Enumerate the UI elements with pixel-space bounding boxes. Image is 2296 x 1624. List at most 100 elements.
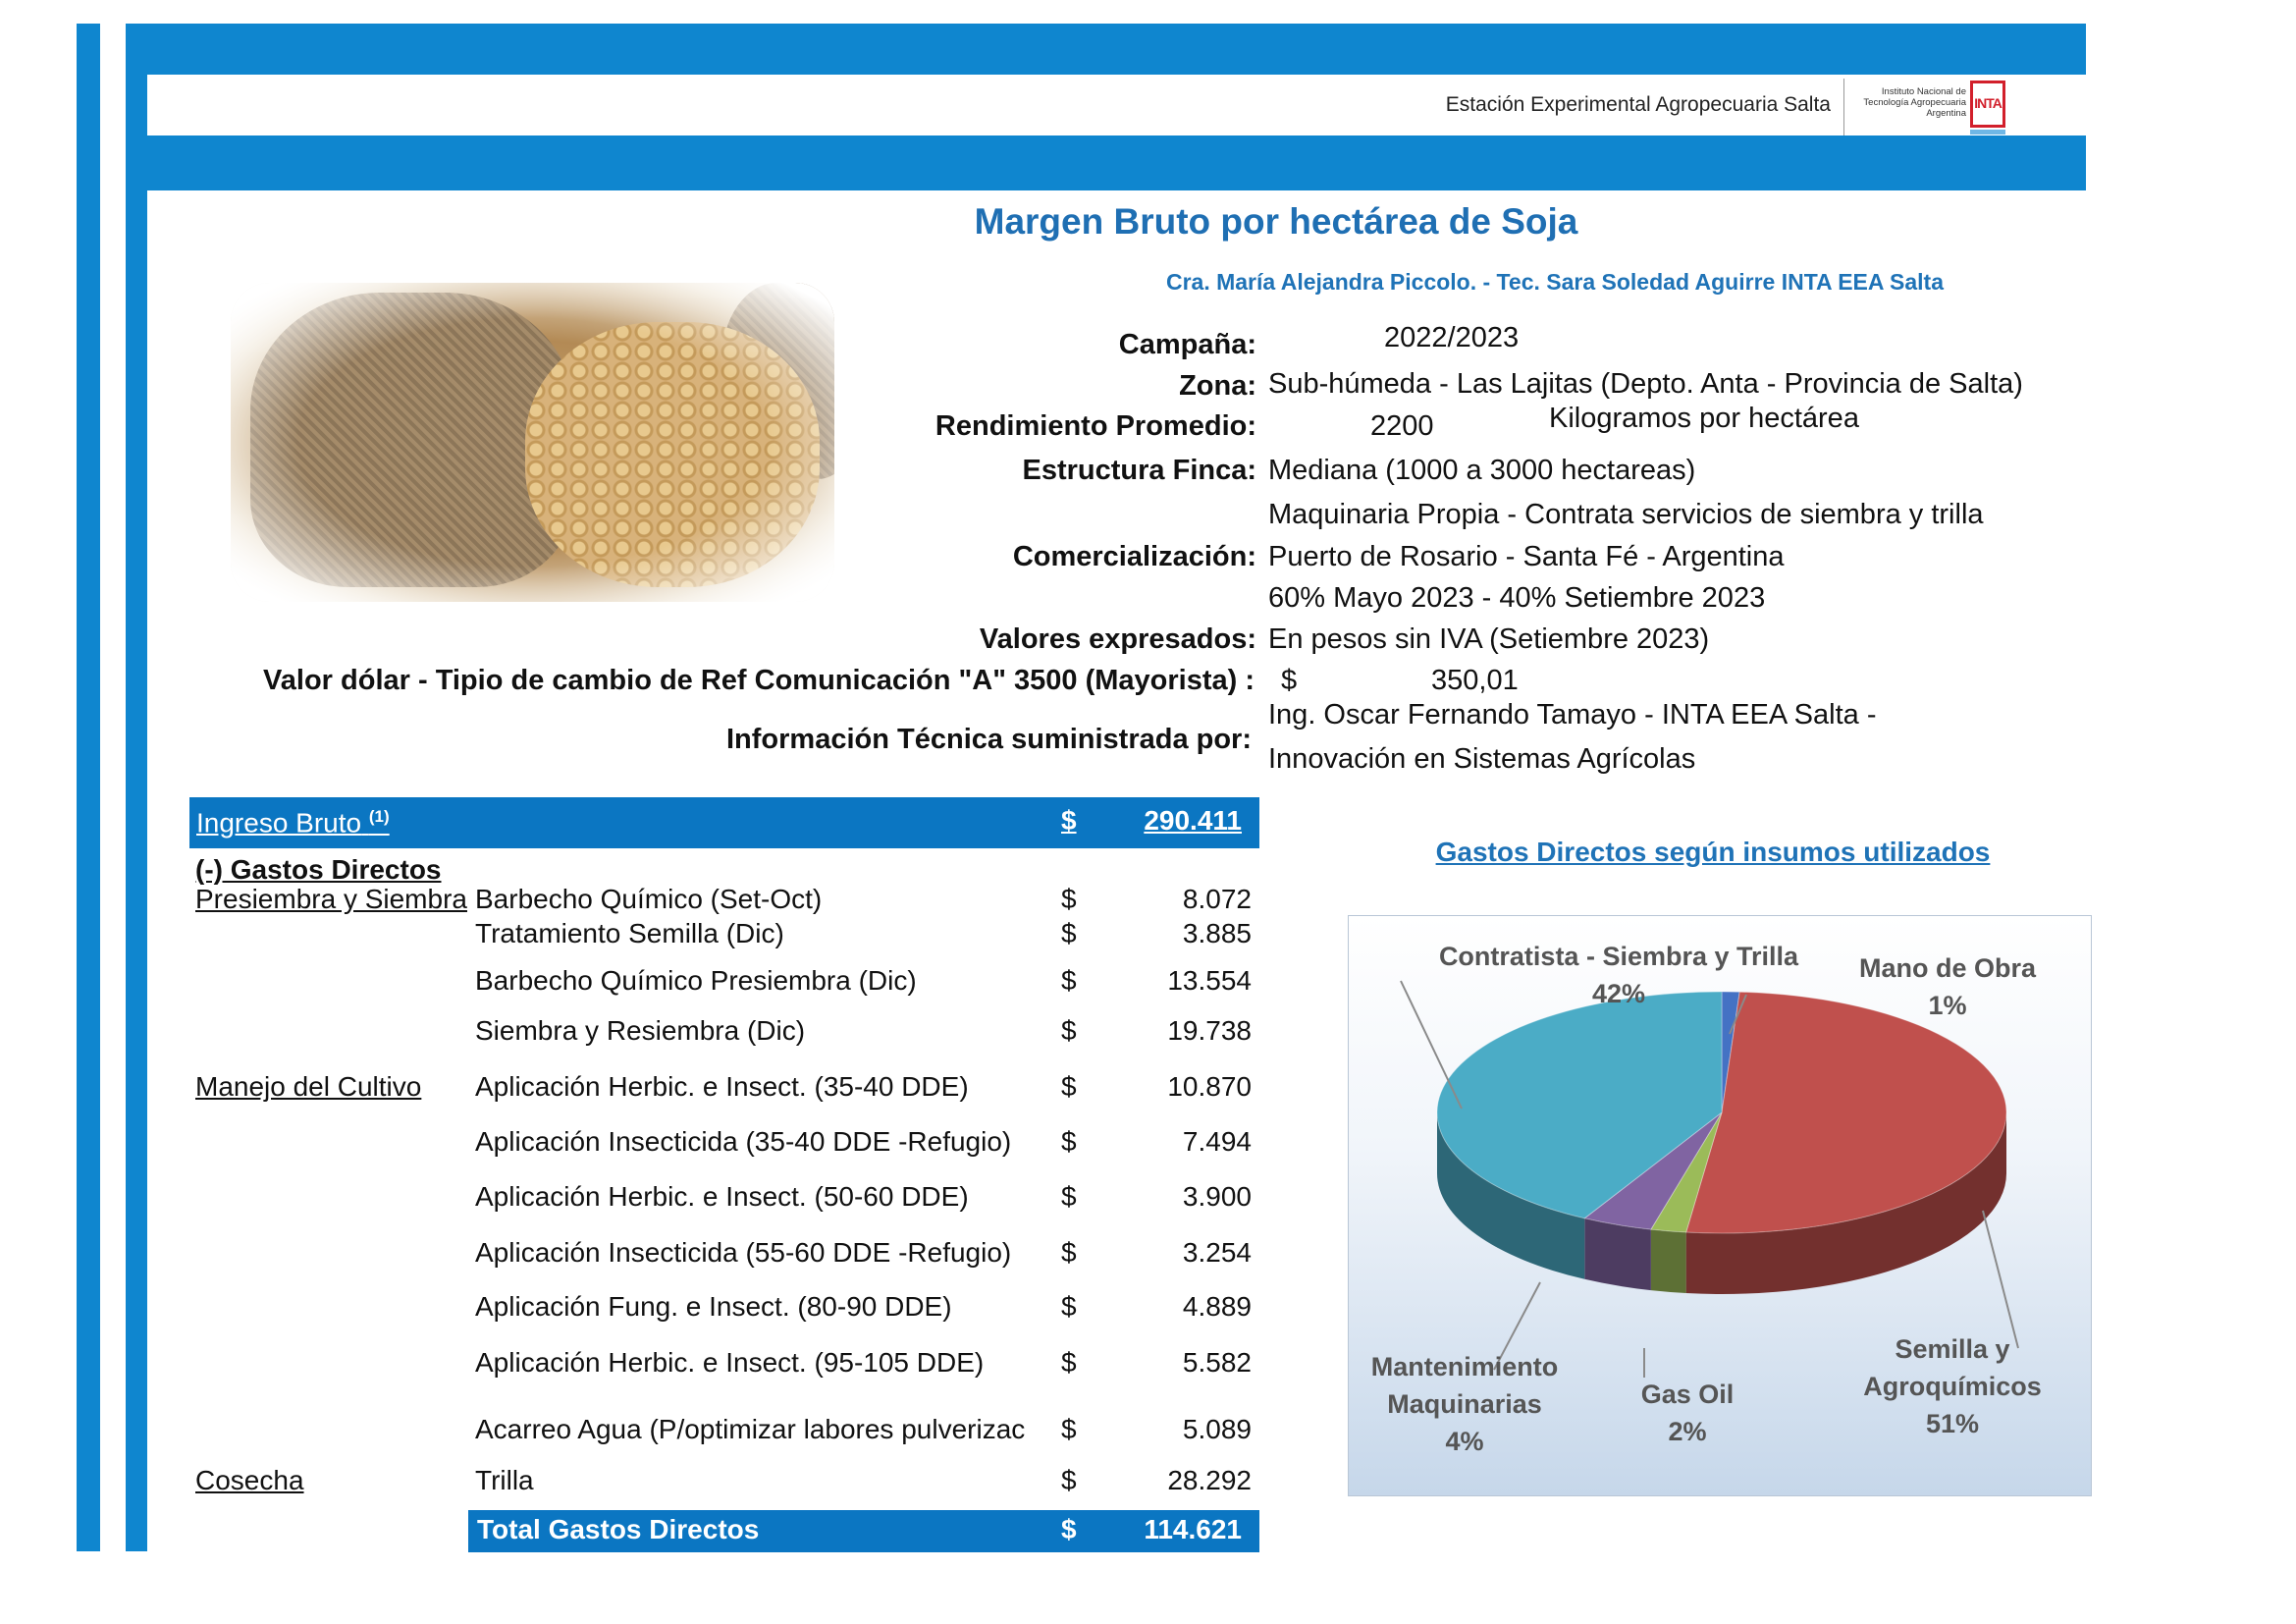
row-item-label: Trilla bbox=[475, 1465, 534, 1495]
label-semilla: Semilla y Agroquímicos 51% bbox=[1863, 1334, 2042, 1438]
row-value: 13.554 bbox=[1167, 965, 1252, 996]
row-value: 7.494 bbox=[1182, 1126, 1252, 1157]
label-contratista: Contratista - Siembra y Trilla 42% bbox=[1438, 942, 1799, 1008]
rendimiento-value: 2200 bbox=[1370, 410, 1434, 442]
total-gastos-row: Total Gastos Directos $ 114.621 bbox=[468, 1510, 1259, 1552]
row-item-label: Aplicación Insecticida (55-60 DDE -Refug… bbox=[475, 1237, 1012, 1268]
pie-slice-side bbox=[1685, 1112, 2006, 1294]
dolar-label: Valor dólar - Tipio de cambio de Ref Com… bbox=[263, 665, 1255, 696]
pie-chart-svg bbox=[1400, 980, 2019, 1378]
row-currency: $ bbox=[1061, 1015, 1077, 1046]
zona-label: Zona: bbox=[1179, 370, 1256, 402]
row-group-label: Manejo del Cultivo bbox=[195, 1071, 422, 1102]
tecnica-value-1: Ing. Oscar Fernando Tamayo - INTA EEA Sa… bbox=[1268, 699, 1877, 731]
pie-slice-side bbox=[1437, 1112, 1585, 1279]
inta-logo-mark: INTA bbox=[1970, 81, 2005, 128]
page-title: Margen Bruto por hectárea de Soja bbox=[974, 201, 1578, 242]
dolar-currency: $ bbox=[1281, 665, 1298, 696]
inta-logo: Instituto Nacional de Tecnología Agropec… bbox=[1843, 79, 2020, 135]
tecnica-value-2: Innovación en Sistemas Agrícolas bbox=[1268, 743, 1696, 775]
campana-label: Campaña: bbox=[1118, 329, 1256, 360]
row-value: 28.292 bbox=[1167, 1465, 1252, 1495]
campana-value: 2022/2023 bbox=[1384, 322, 1520, 353]
row-currency: $ bbox=[1061, 1465, 1077, 1495]
row-currency: $ bbox=[1061, 884, 1077, 914]
comercializacion-value: Puerto de Rosario - Santa Fé - Argentina bbox=[1268, 541, 1785, 572]
row-value: 5.582 bbox=[1182, 1347, 1252, 1378]
row-group-label: Cosecha bbox=[195, 1465, 304, 1495]
row-item-label: Acarreo Agua (P/optimizar labores pulver… bbox=[475, 1414, 1026, 1444]
row-value: 4.889 bbox=[1182, 1291, 1252, 1322]
row-currency: $ bbox=[1061, 1347, 1077, 1378]
valores-value: En pesos sin IVA (Setiembre 2023) bbox=[1268, 623, 1710, 655]
leader-line bbox=[1493, 1281, 1541, 1371]
row-currency: $ bbox=[1061, 918, 1077, 948]
ingreso-bruto-row: Ingreso Bruto (1) $ 290.411 bbox=[189, 797, 1259, 848]
ingreso-bruto-label: Ingreso Bruto (1) bbox=[196, 807, 390, 839]
chart-title: Gastos Directos según insumos utilizados bbox=[1435, 837, 1991, 867]
pie-slice-side bbox=[1650, 1229, 1686, 1294]
row-currency: $ bbox=[1061, 1291, 1077, 1322]
gastos-directos-header: (-) Gastos Directos bbox=[195, 854, 442, 885]
rendimiento-label: Rendimiento Promedio: bbox=[934, 410, 1256, 442]
row-value: 10.870 bbox=[1167, 1071, 1252, 1102]
leader-line bbox=[1729, 994, 1747, 1035]
row-item-label: Aplicación Fung. e Insect. (80-90 DDE) bbox=[475, 1291, 952, 1322]
row-currency: $ bbox=[1061, 1071, 1077, 1102]
row-item-label: Barbecho Químico (Set-Oct) bbox=[475, 884, 823, 914]
top-frame-bar bbox=[126, 24, 2086, 75]
pie-slice bbox=[1436, 991, 1723, 1219]
tecnica-label: Información Técnica suministrada por: bbox=[726, 724, 1252, 755]
dolar-value: 350,01 bbox=[1431, 665, 1519, 696]
label-mano-de-obra: Mano de Obra 1% bbox=[1858, 953, 2037, 1020]
leader-line bbox=[1982, 1210, 2019, 1349]
pie-slice-side bbox=[1584, 1218, 1651, 1291]
row-value: 8.072 bbox=[1182, 884, 1252, 914]
pie-slice bbox=[1650, 1111, 1723, 1233]
total-gastos-label: Total Gastos Directos bbox=[477, 1514, 760, 1544]
row-value: 3.885 bbox=[1182, 918, 1252, 948]
row-currency: $ bbox=[1061, 1414, 1077, 1444]
row-value: 19.738 bbox=[1167, 1015, 1252, 1046]
estructura-label: Estructura Finca: bbox=[1022, 455, 1257, 486]
label-gas-oil: Gas Oil 2% bbox=[1640, 1380, 1735, 1446]
label-mantenimiento: Mantenimiento Maquinarias 4% bbox=[1370, 1352, 1559, 1456]
total-gastos-currency: $ bbox=[1061, 1514, 1077, 1544]
comercializacion-value-2: 60% Mayo 2023 - 40% Setiembre 2023 bbox=[1268, 582, 1766, 614]
estructura-value-2: Maquinaria Propia - Contrata servicios d… bbox=[1268, 499, 1984, 530]
row-value: 5.089 bbox=[1182, 1414, 1252, 1444]
valores-label: Valores expresados: bbox=[979, 623, 1256, 655]
total-gastos-value: 114.621 bbox=[1144, 1514, 1242, 1544]
header-frame-bar bbox=[126, 135, 2086, 190]
left-frame-bar bbox=[77, 24, 100, 1551]
comercializacion-label: Comercialización: bbox=[1012, 541, 1256, 572]
zona-value: Sub-húmeda - Las Lajitas (Depto. Anta - … bbox=[1268, 368, 2023, 400]
row-currency: $ bbox=[1061, 965, 1077, 996]
station-name: Estación Experimental Agropecuaria Salta bbox=[1445, 93, 1831, 116]
authors: Cra. María Alejandra Piccolo. - Tec. Sar… bbox=[1165, 269, 1944, 295]
row-item-label: Aplicación Herbic. e Insect. (35-40 DDE) bbox=[475, 1071, 969, 1102]
row-item-label: Aplicación Insecticida (35-40 DDE -Refug… bbox=[475, 1126, 1012, 1157]
estructura-value: Mediana (1000 a 3000 hectareas) bbox=[1268, 455, 1696, 486]
pie-slice bbox=[1583, 1111, 1723, 1230]
row-currency: $ bbox=[1061, 1181, 1077, 1212]
row-item-label: Aplicación Herbic. e Insect. (95-105 DDE… bbox=[475, 1347, 985, 1378]
pie-chart: Contratista - Siembra y Trilla 42% Mano … bbox=[1348, 915, 2092, 1496]
left-frame-bar-inner bbox=[126, 24, 147, 1551]
soybeans-photo bbox=[231, 283, 834, 602]
row-item-label: Barbecho Químico Presiembra (Dic) bbox=[475, 965, 917, 996]
row-value: 3.254 bbox=[1182, 1237, 1252, 1268]
ingreso-bruto-value: 290.411 bbox=[1144, 805, 1242, 836]
row-value: 3.900 bbox=[1182, 1181, 1252, 1212]
ingreso-bruto-currency: $ bbox=[1061, 805, 1077, 836]
row-currency: $ bbox=[1061, 1126, 1077, 1157]
row-group-label: Presiembra y Siembra bbox=[195, 884, 467, 914]
logo-stripe bbox=[1970, 130, 2005, 135]
row-currency: $ bbox=[1061, 1237, 1077, 1268]
rendimiento-unit: Kilogramos por hectárea bbox=[1549, 403, 1859, 434]
row-item-label: Siembra y Resiembra (Dic) bbox=[475, 1015, 806, 1046]
logo-text: Instituto Nacional de Tecnología Agropec… bbox=[1863, 86, 1966, 119]
photo-vignette bbox=[231, 283, 834, 602]
row-item-label: Aplicación Herbic. e Insect. (50-60 DDE) bbox=[475, 1181, 969, 1212]
pie-slice bbox=[1684, 991, 2007, 1234]
